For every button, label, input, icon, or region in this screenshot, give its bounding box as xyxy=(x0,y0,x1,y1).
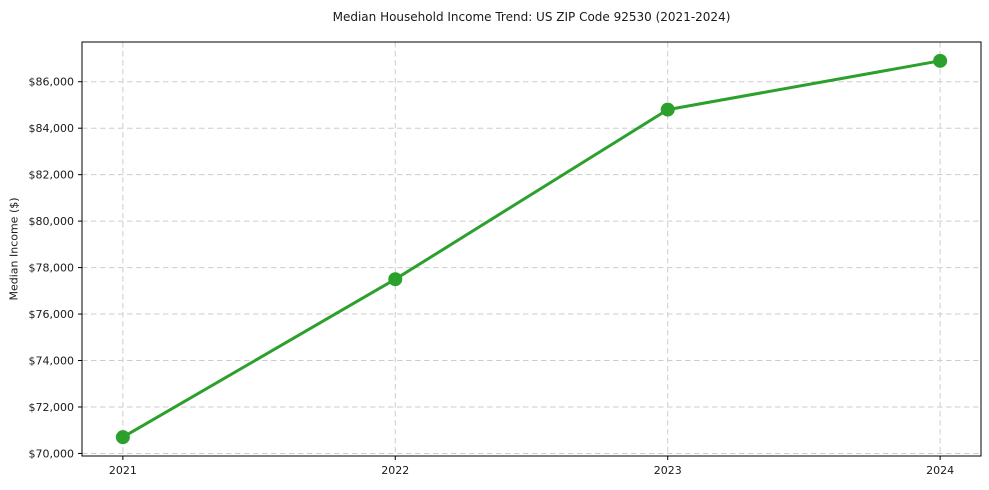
chart-title: Median Household Income Trend: US ZIP Co… xyxy=(332,10,731,24)
y-tick-label: $82,000 xyxy=(29,169,75,182)
y-tick-label: $72,000 xyxy=(29,401,75,414)
x-tick-label: 2022 xyxy=(381,464,409,477)
data-point-2024 xyxy=(933,53,948,68)
x-tick-label: 2021 xyxy=(109,464,137,477)
y-tick-label: $80,000 xyxy=(29,215,75,228)
y-tick-label: $78,000 xyxy=(29,262,75,275)
y-tick-label: $84,000 xyxy=(29,122,75,135)
data-point-2021 xyxy=(115,430,130,445)
income-trend-line xyxy=(122,59,941,439)
x-tick-label: 2023 xyxy=(654,464,682,477)
y-tick-label: $74,000 xyxy=(29,355,75,368)
y-tick-label: $76,000 xyxy=(29,308,75,321)
y-tick-label: $70,000 xyxy=(29,447,75,460)
plot-frame xyxy=(81,41,982,457)
y-axis-label: Median Income ($) xyxy=(7,197,21,301)
data-point-2022 xyxy=(388,272,403,287)
y-tick-label: $86,000 xyxy=(29,76,75,89)
x-tick-label: 2024 xyxy=(926,464,954,477)
data-point-2023 xyxy=(660,102,675,117)
